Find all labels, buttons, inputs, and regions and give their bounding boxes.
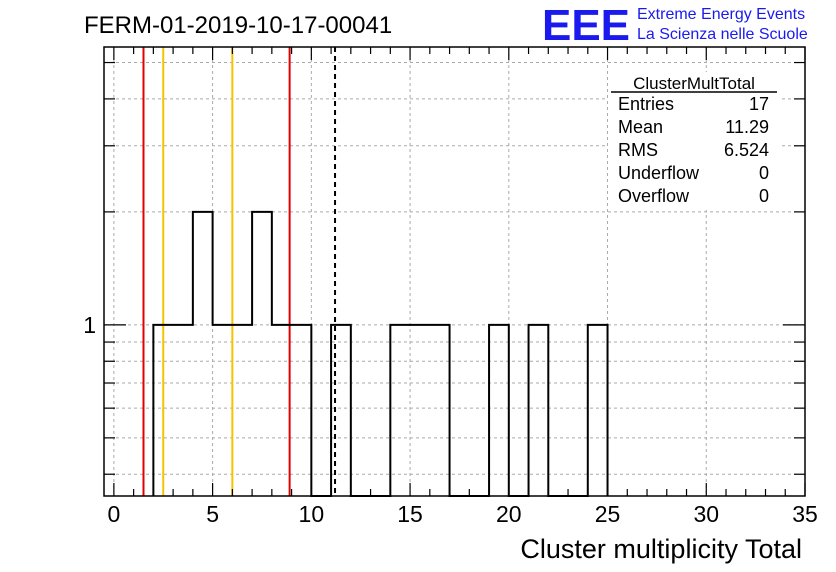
stats-row-label: Overflow (618, 186, 690, 206)
eee-logo-mark: EEE (542, 1, 630, 50)
stats-row-value: 11.29 (725, 117, 769, 137)
stats-row-label: Mean (618, 117, 663, 137)
stats-row-value: 6.524 (724, 140, 769, 160)
plot-frame (103, 46, 806, 497)
stats-row-value: 0 (759, 186, 769, 206)
stats-box: ClusterMultTotal Entries 17 Mean 11.29 RMS 6.… (608, 72, 780, 210)
x-tick-label: 20 (496, 501, 522, 527)
stats-row-label: RMS (618, 140, 658, 160)
x-axis-label: Cluster multiplicity Total (520, 534, 802, 564)
stats-row-value: 17 (749, 94, 769, 114)
x-tick-label: 35 (792, 501, 818, 527)
x-tick-label: 25 (595, 501, 621, 527)
eee-logo: EEE Extreme Energy Events La Scienza nel… (542, 1, 808, 50)
chart-title: FERM-01-2019-10-17-00041 (84, 12, 392, 39)
x-tick-label: 30 (693, 501, 719, 527)
x-tick-label: 5 (206, 501, 219, 527)
stats-row-label: Entries (618, 94, 674, 114)
x-tick-label: 10 (299, 501, 325, 527)
stats-title: ClusterMultTotal (633, 74, 755, 93)
stats-row-label: Underflow (618, 163, 700, 183)
x-tick-label: 15 (397, 501, 423, 527)
grid-lines (104, 47, 806, 496)
y-tick-label: 1 (83, 312, 96, 338)
stats-row-value: 0 (759, 163, 769, 183)
axis-ticks: 0 5 10 15 20 25 30 35 1 (83, 47, 818, 527)
histogram-outline (152, 210, 609, 497)
logo-line2: La Scienza nelle Scuole (637, 26, 808, 43)
marker-lines (142, 47, 337, 496)
x-tick-label: 0 (107, 501, 120, 527)
stats-box-bg (608, 72, 780, 210)
logo-line1: Extreme Energy Events (637, 6, 805, 23)
